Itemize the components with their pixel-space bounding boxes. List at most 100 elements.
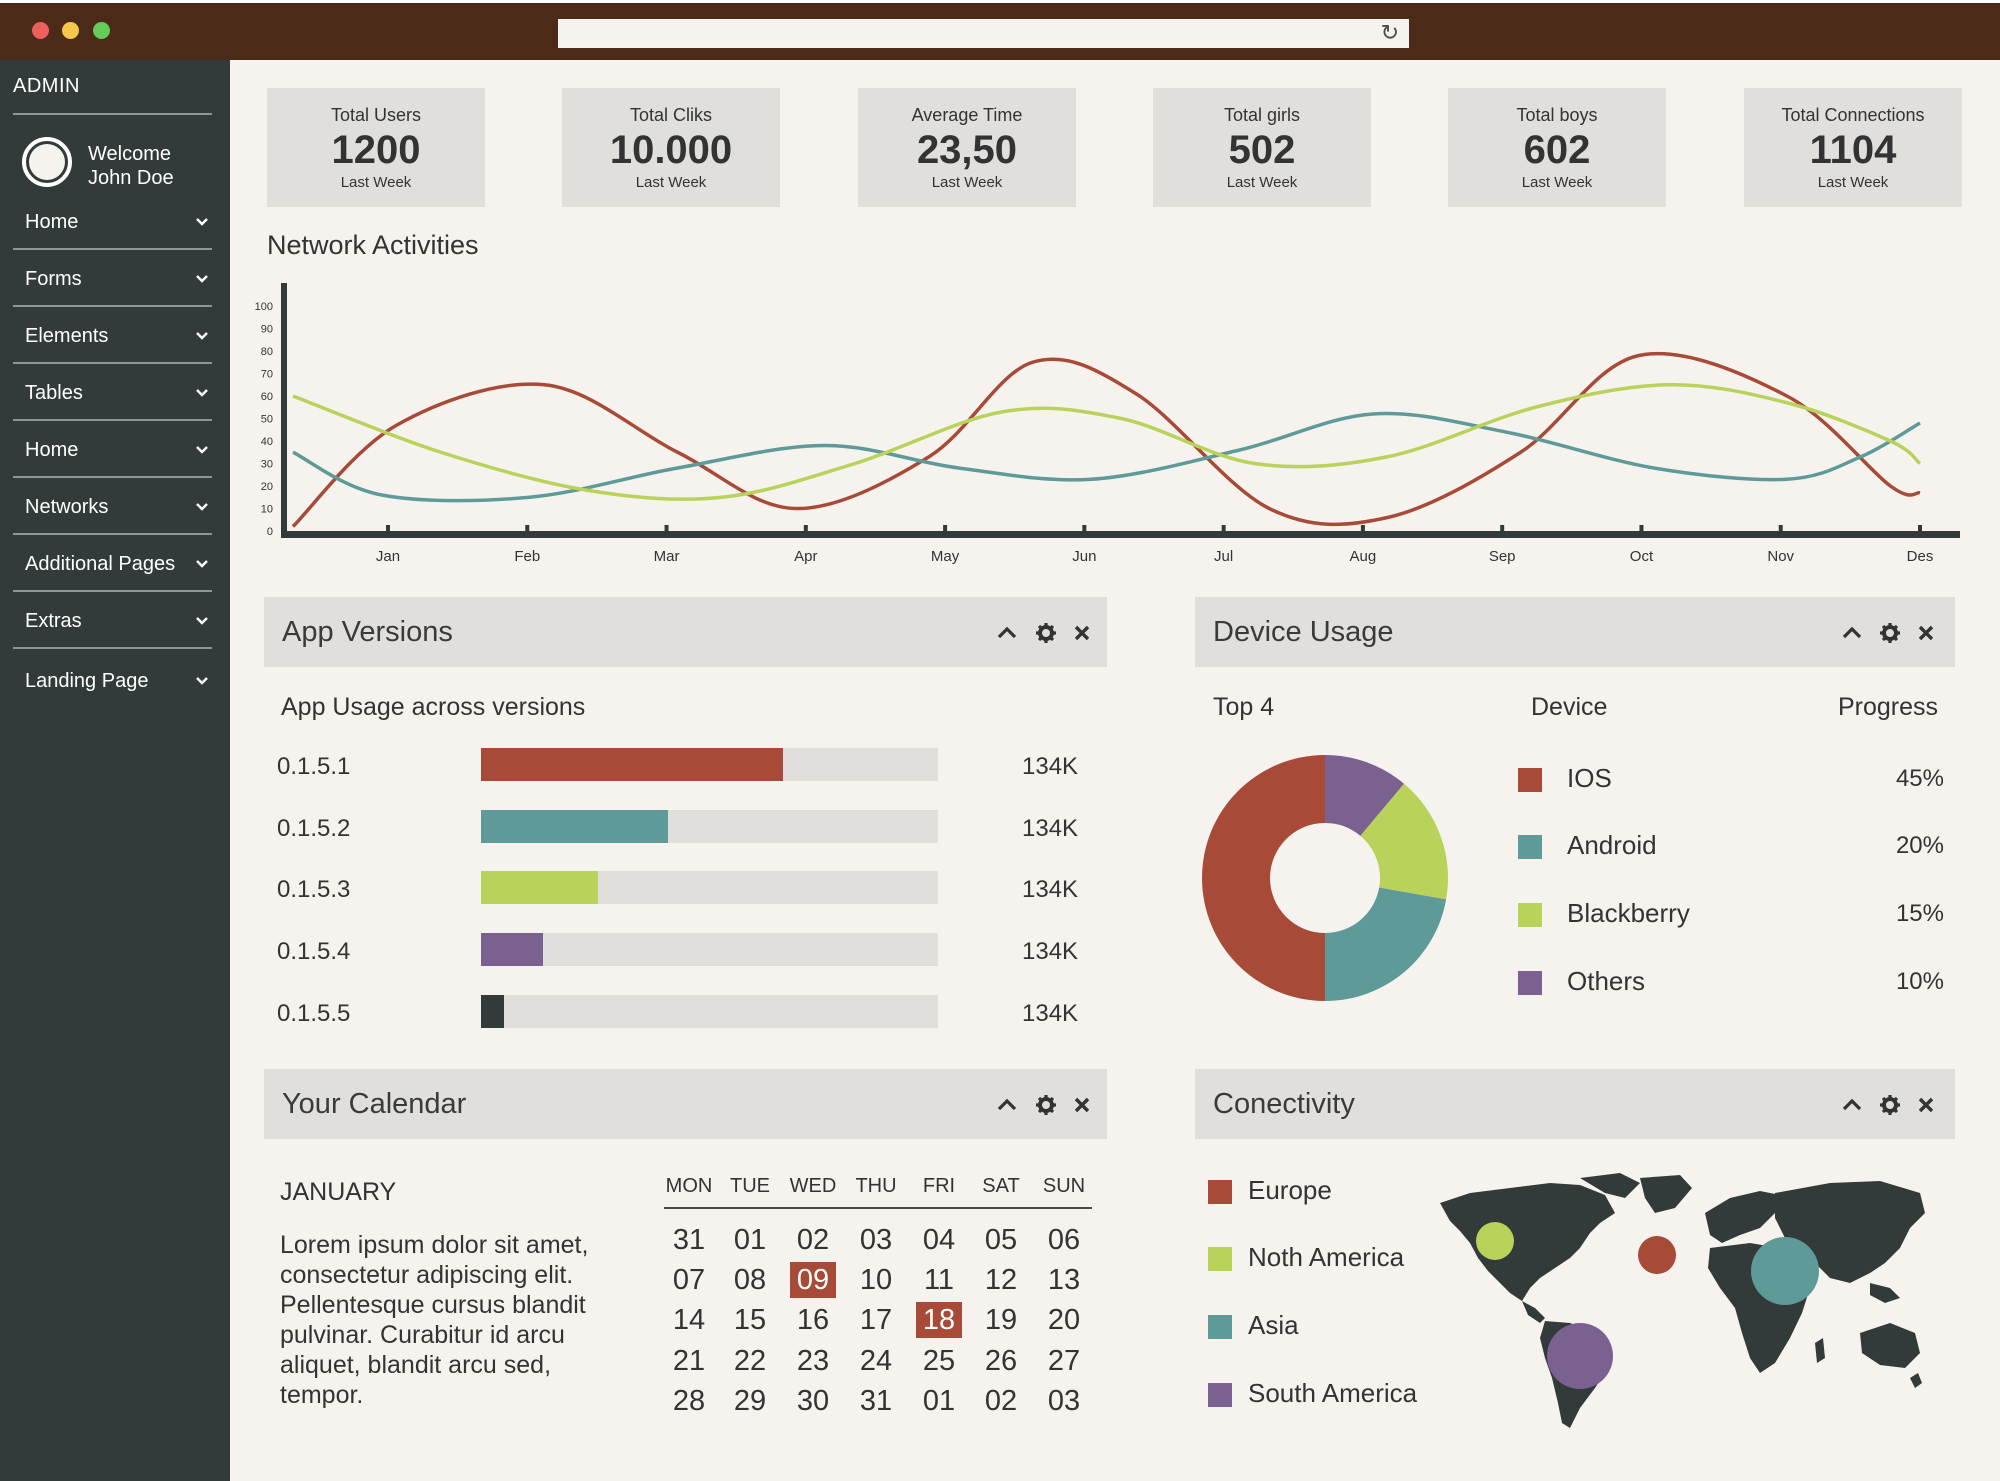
calendar-day[interactable]: 27: [1047, 1345, 1081, 1377]
collapse-icon[interactable]: [996, 622, 1018, 644]
calendar-day[interactable]: 11: [923, 1264, 955, 1296]
gear-icon[interactable]: [1035, 1094, 1057, 1116]
calendar-day[interactable]: 02: [796, 1224, 830, 1256]
calendar-day[interactable]: 22: [733, 1345, 767, 1377]
divider: [13, 533, 212, 535]
chevron-down-icon: [196, 389, 208, 397]
gear-icon[interactable]: [1879, 1094, 1901, 1116]
x-tick: [1082, 525, 1087, 533]
close-icon[interactable]: [1071, 622, 1093, 644]
minimize-window-button[interactable]: [62, 22, 79, 39]
calendar-day[interactable]: 19: [984, 1304, 1018, 1336]
device-name: Android: [1567, 830, 1657, 860]
donut-slice-ios[interactable]: [1202, 755, 1325, 1001]
sidebar-item-tables[interactable]: Tables: [13, 365, 212, 421]
y-tick-label: 30: [261, 459, 273, 471]
calendar-day[interactable]: 25: [922, 1345, 956, 1377]
maximize-window-button[interactable]: [93, 22, 110, 39]
calendar-day[interactable]: 06: [1047, 1224, 1081, 1256]
version-bar-track: [481, 748, 938, 781]
divider: [13, 647, 212, 649]
divider: [13, 590, 212, 592]
sidebar-item-forms[interactable]: Forms: [13, 251, 212, 307]
calendar-day[interactable]: 10: [859, 1264, 893, 1296]
avatar[interactable]: [22, 137, 72, 187]
device-percent: 10%: [1895, 968, 1944, 995]
calendar-day[interactable]: 04: [922, 1224, 956, 1256]
calendar-day[interactable]: 13: [1047, 1264, 1081, 1296]
calendar-day[interactable]: 12: [984, 1264, 1018, 1296]
calendar-day[interactable]: 08: [733, 1264, 767, 1296]
gear-icon[interactable]: [1035, 622, 1057, 644]
gear-icon[interactable]: [1879, 622, 1901, 644]
sidebar-item-label: Extras: [25, 610, 82, 632]
calendar-day[interactable]: 29: [733, 1385, 767, 1417]
calendar-day-highlighted[interactable]: 18: [916, 1302, 962, 1338]
sidebar-item-landing-page[interactable]: Landing Page: [13, 653, 212, 709]
close-icon[interactable]: [1071, 1094, 1093, 1116]
device-name: Blackberry: [1567, 898, 1690, 928]
chevron-down-icon: [196, 503, 208, 511]
sidebar-item-home[interactable]: Home: [13, 422, 212, 478]
stat-period: Last Week: [931, 174, 1003, 191]
donut-slice-android[interactable]: [1325, 887, 1447, 1001]
collapse-icon[interactable]: [1841, 1094, 1863, 1116]
calendar-day[interactable]: 14: [672, 1304, 706, 1336]
south-america-marker[interactable]: [1547, 1323, 1613, 1389]
stat-value: 502: [1228, 128, 1296, 172]
sidebar-item-elements[interactable]: Elements: [13, 308, 212, 364]
calendar-day-highlighted[interactable]: 09: [790, 1262, 836, 1298]
x-tick: [1500, 525, 1505, 533]
calendar-day[interactable]: 31: [672, 1224, 706, 1256]
calendar-day[interactable]: 03: [1047, 1385, 1081, 1417]
x-tick: [1360, 525, 1365, 533]
calendar-day[interactable]: 07: [672, 1264, 706, 1296]
reload-icon[interactable]: ↻: [1380, 20, 1399, 45]
close-icon[interactable]: [1915, 1094, 1937, 1116]
stat-title: Total Cliks: [629, 105, 713, 125]
calendar-day[interactable]: 02: [984, 1385, 1018, 1417]
region-name: Europe: [1248, 1175, 1332, 1205]
close-window-button[interactable]: [32, 22, 49, 39]
address-bar[interactable]: ↻: [558, 19, 1409, 48]
calendar-day[interactable]: 30: [796, 1385, 830, 1417]
divider: [13, 362, 212, 364]
calendar-day[interactable]: 17: [859, 1304, 893, 1336]
legend-swatch: [1208, 1247, 1232, 1271]
calendar-day[interactable]: 26: [984, 1345, 1018, 1377]
europe-marker[interactable]: [1638, 1236, 1676, 1274]
sidebar-item-label: Home: [25, 439, 79, 461]
stat-period: Last Week: [1521, 174, 1593, 191]
asia-marker[interactable]: [1751, 1237, 1819, 1305]
user-name: John Doe: [88, 167, 174, 189]
stat-title: Total Users: [330, 105, 422, 125]
calendar-day[interactable]: 15: [733, 1304, 767, 1336]
calendar-day[interactable]: 01: [922, 1385, 956, 1417]
calendar-day[interactable]: 24: [859, 1345, 893, 1377]
sidebar-item-extras[interactable]: Extras: [13, 593, 212, 649]
version-bar-fill: [481, 933, 543, 966]
calendar-day[interactable]: 23: [796, 1345, 830, 1377]
calendar-day[interactable]: 20: [1047, 1304, 1081, 1336]
calendar-day[interactable]: 03: [859, 1224, 893, 1256]
north-america-marker[interactable]: [1476, 1222, 1514, 1260]
sidebar-item-home[interactable]: Home: [13, 194, 212, 250]
calendar-day[interactable]: 28: [672, 1385, 706, 1417]
calendar-day[interactable]: 16: [796, 1304, 830, 1336]
calendar-day[interactable]: 05: [984, 1224, 1018, 1256]
stat-period: Last Week: [340, 174, 412, 191]
donut-slice-others[interactable]: [1325, 755, 1405, 836]
sidebar-item-additional-pages[interactable]: Additional Pages: [13, 536, 212, 592]
calendar-day[interactable]: 31: [859, 1385, 893, 1417]
stat-title: Total Connections: [1781, 105, 1925, 125]
calendar-day[interactable]: 21: [672, 1345, 706, 1377]
y-tick-label: 0: [267, 526, 273, 538]
version-bar-track: [481, 871, 938, 904]
calendar-day[interactable]: 01: [733, 1224, 767, 1256]
collapse-icon[interactable]: [996, 1094, 1018, 1116]
collapse-icon[interactable]: [1841, 622, 1863, 644]
close-icon[interactable]: [1915, 622, 1937, 644]
sidebar-item-networks[interactable]: Networks: [13, 479, 212, 535]
chevron-down-icon: [196, 446, 208, 454]
donut-slice-blackberry[interactable]: [1360, 783, 1448, 900]
